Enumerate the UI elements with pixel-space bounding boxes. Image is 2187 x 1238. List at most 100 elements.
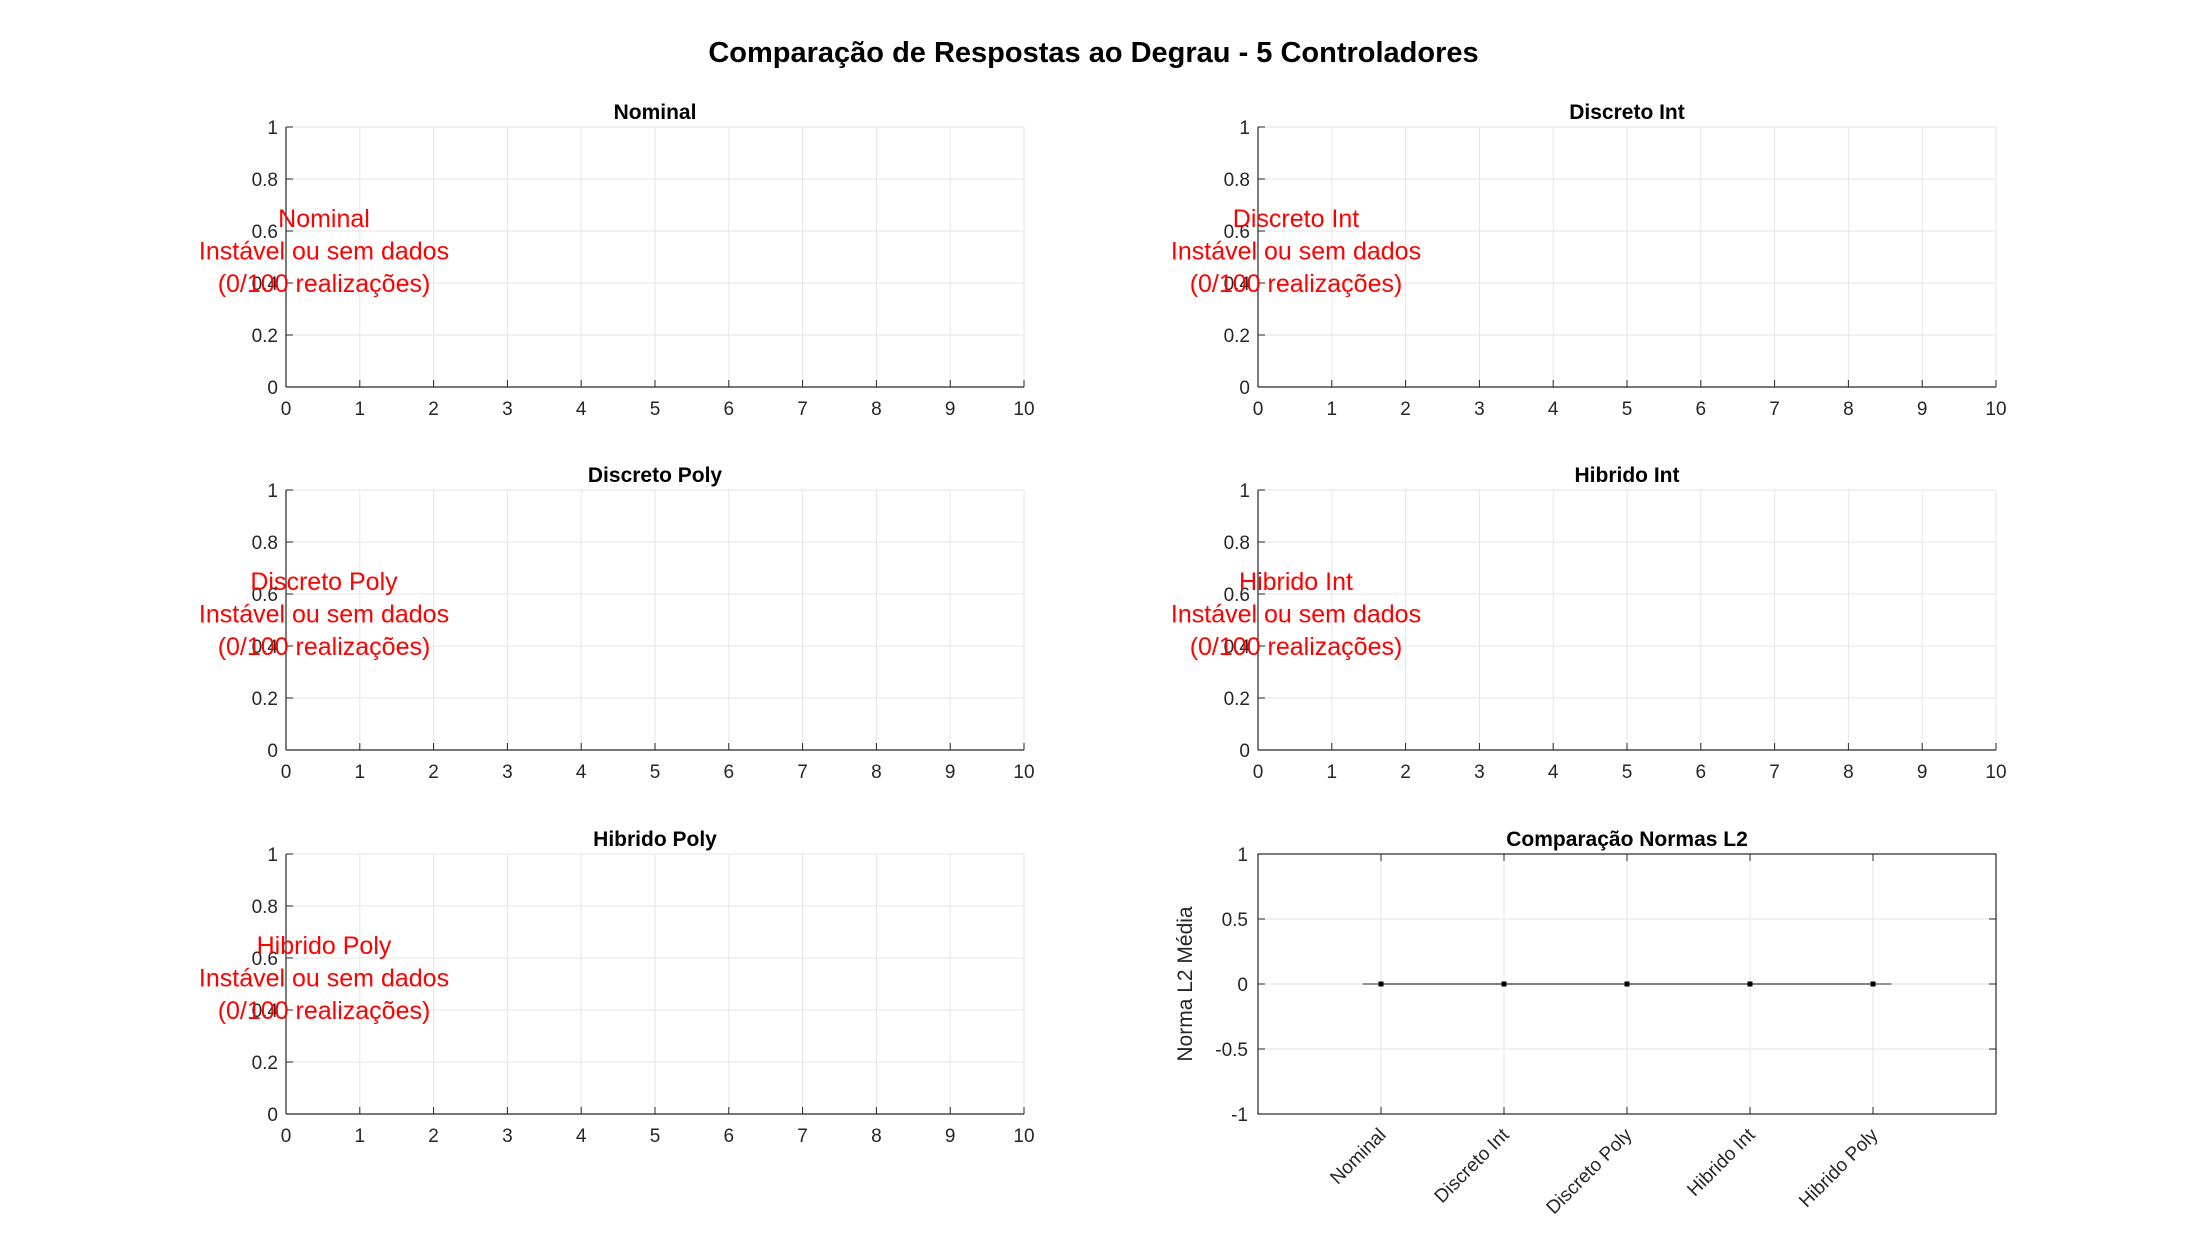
status-message-line: Instável ou sem dados — [199, 601, 449, 629]
x-tick-label: 9 — [945, 1126, 956, 1147]
x-tick-label: 6 — [724, 1126, 735, 1147]
category-label: Discreto Int — [1431, 1124, 1514, 1207]
y-tick-label: 0.8 — [1224, 170, 1250, 191]
l2-point — [1501, 981, 1507, 987]
x-tick-label: 3 — [1474, 762, 1485, 783]
x-tick-label: 3 — [502, 399, 513, 420]
status-message-line: (0/100 realizações) — [218, 270, 431, 298]
y-tick-label: 0.6 — [252, 222, 278, 243]
x-tick-label: 0 — [1253, 762, 1264, 783]
l2-point — [1378, 981, 1384, 987]
status-message-line: Instável ou sem dados — [1171, 238, 1421, 266]
x-tick-label: 9 — [945, 762, 956, 783]
subplot-title: Discreto Int — [1569, 101, 1685, 124]
y-tick-label: 1 — [1237, 845, 1248, 866]
x-tick-label: 0 — [1253, 399, 1264, 420]
x-tick-label: 5 — [650, 399, 661, 420]
x-tick-label: 4 — [576, 1126, 587, 1147]
y-tick-label: 0.6 — [1224, 222, 1250, 243]
x-tick-label: 7 — [797, 399, 808, 420]
y-tick-label: 0.4 — [1224, 637, 1251, 658]
y-tick-label: 0.2 — [252, 1053, 278, 1074]
l2-point — [1624, 981, 1630, 987]
x-tick-label: 2 — [428, 1126, 439, 1147]
y-tick-label: 0.4 — [252, 274, 279, 295]
x-tick-label: 6 — [1696, 399, 1707, 420]
y-tick-label: 0.2 — [252, 326, 278, 347]
x-tick-label: 8 — [871, 1126, 882, 1147]
y-tick-label: 0.8 — [1224, 533, 1250, 554]
category-label: Nominal — [1326, 1125, 1390, 1189]
y-tick-label: 0.8 — [252, 170, 278, 191]
y-tick-label: 0.8 — [252, 533, 278, 554]
y-tick-label: 1 — [267, 845, 278, 866]
subplot-1: Nominal 0 1 2 3 4 5 6 7 8 9 10 0 0.2 0.4 0.6 0.8 1 Nominal… — [199, 101, 1035, 420]
x-tick-label: 2 — [428, 399, 439, 420]
y-tick-label: -0.5 — [1215, 1040, 1248, 1061]
status-message-line: (0/100 realizações) — [218, 633, 431, 661]
x-tick-label: 9 — [1917, 399, 1928, 420]
subplot-title: Hibrido Int — [1575, 464, 1680, 487]
x-tick-label: 1 — [1327, 762, 1338, 783]
x-tick-label: 0 — [281, 762, 292, 783]
x-tick-label: 10 — [1013, 762, 1034, 783]
x-tick-label: 4 — [1548, 399, 1559, 420]
y-tick-label: 0 — [1239, 741, 1250, 762]
x-tick-label: 3 — [1474, 399, 1485, 420]
y-tick-label: -1 — [1231, 1105, 1248, 1126]
x-tick-label: 7 — [797, 1126, 808, 1147]
x-tick-label: 1 — [1327, 399, 1338, 420]
subplot-5: Hibrido Poly 0 1 2 3 4 5 6 7 8 9 10 0 0.2 0.4 0.6 0.8 1 Hi… — [199, 828, 1035, 1147]
x-tick-label: 5 — [1622, 399, 1633, 420]
x-tick-label: 2 — [1400, 399, 1411, 420]
x-tick-label: 6 — [724, 762, 735, 783]
status-message-line: (0/100 realizações) — [1190, 633, 1403, 661]
status-message-line: (0/100 realizações) — [218, 997, 431, 1025]
x-tick-label: 9 — [945, 399, 956, 420]
x-tick-label: 6 — [1696, 762, 1707, 783]
x-tick-label: 2 — [428, 762, 439, 783]
y-tick-label: 1 — [1239, 481, 1250, 502]
status-message-line: Instável ou sem dados — [1171, 601, 1421, 629]
category-label: Hibrido Poly — [1795, 1124, 1883, 1212]
x-tick-label: 5 — [650, 1126, 661, 1147]
x-tick-label: 9 — [1917, 762, 1928, 783]
x-tick-label: 6 — [724, 399, 735, 420]
category-label: Hibrido Int — [1683, 1124, 1760, 1201]
y-tick-label: 0.4 — [252, 1001, 279, 1022]
status-message-line: Discreto Poly — [250, 568, 398, 596]
subplot-3: Discreto Poly 0 1 2 3 4 5 6 7 8 9 10 0 0.2 0.4 0.6 0.8 1 D… — [199, 464, 1035, 783]
category-label: Discreto Poly — [1543, 1124, 1637, 1218]
y-tick-label: 0 — [1239, 378, 1250, 399]
y-tick-label: 0.6 — [252, 585, 278, 606]
y-tick-label: 1 — [267, 118, 278, 139]
y-axis-label: Norma L2 Média — [1174, 906, 1197, 1062]
status-message-line: Nominal — [278, 205, 370, 233]
subplot-4: Hibrido Int 0 1 2 3 4 5 6 7 8 9 10 0 0.2 0.4 0.6 0.8 1 Hib… — [1171, 464, 2007, 783]
status-message-line: Hibrido Int — [1239, 568, 1353, 596]
subplot-title: Hibrido Poly — [593, 828, 717, 851]
x-tick-label: 1 — [355, 399, 366, 420]
y-tick-label: 0 — [267, 741, 278, 762]
y-tick-label: 0.6 — [1224, 585, 1250, 606]
y-tick-label: 0.2 — [1224, 326, 1250, 347]
x-tick-label: 8 — [871, 399, 882, 420]
y-tick-label: 1 — [267, 481, 278, 502]
y-tick-label: 0.4 — [252, 637, 279, 658]
status-message-line: Instável ou sem dados — [199, 965, 449, 993]
x-tick-label: 4 — [576, 399, 587, 420]
x-tick-label: 5 — [650, 762, 661, 783]
l2-point — [1747, 981, 1753, 987]
x-tick-label: 10 — [1985, 762, 2006, 783]
status-message-line: Instável ou sem dados — [199, 238, 449, 266]
y-tick-label: 0 — [267, 1105, 278, 1126]
y-tick-label: 0.6 — [252, 949, 278, 970]
y-tick-label: 0 — [1237, 975, 1248, 996]
axes-box — [1257, 853, 1997, 1115]
x-tick-label: 3 — [502, 762, 513, 783]
y-tick-label: 0.4 — [1224, 274, 1251, 295]
x-tick-label: 10 — [1013, 399, 1034, 420]
x-tick-label: 8 — [1843, 399, 1854, 420]
